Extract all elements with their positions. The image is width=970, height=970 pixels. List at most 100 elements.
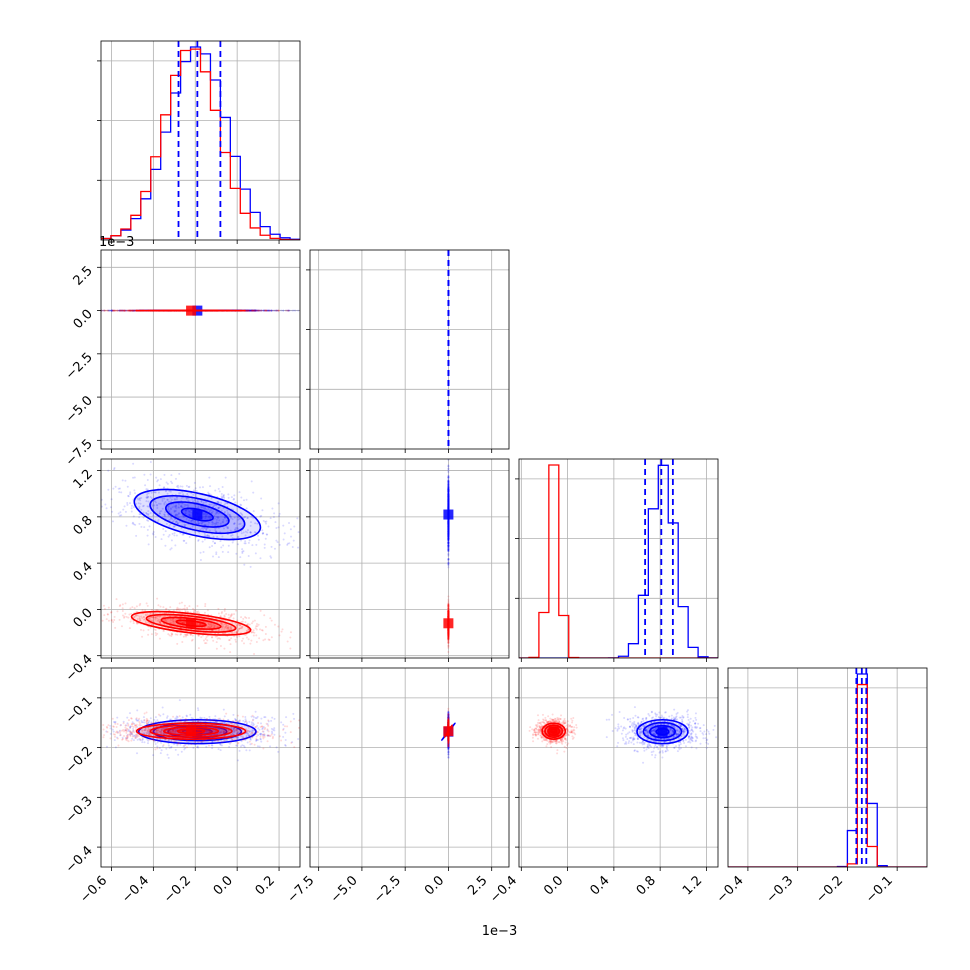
scatter-point-blue	[225, 525, 228, 528]
scatter-point-blue	[118, 514, 121, 517]
scatter-point-blue	[153, 491, 156, 494]
scatter-point-blue	[447, 553, 450, 556]
scatter-point-red	[146, 613, 149, 616]
scatter-point-blue	[146, 534, 149, 537]
scatter-point-blue	[219, 522, 222, 525]
scatter-point-blue	[131, 309, 134, 312]
scatter-point-blue	[124, 479, 127, 482]
scatter-point-red	[146, 604, 149, 607]
scatter-point-red	[184, 621, 187, 624]
scatter-point-blue	[216, 517, 219, 520]
scatter-point-red	[176, 608, 179, 611]
scatter-point-red	[244, 634, 247, 637]
scatter-point-blue	[260, 309, 263, 312]
scatter-point-blue	[142, 516, 145, 519]
scatter-point-red	[129, 309, 132, 312]
scatter-point-red	[229, 627, 232, 630]
scatter-point-red	[156, 617, 159, 620]
scatter-point-red	[230, 631, 233, 634]
scatter-point-blue	[270, 309, 273, 312]
scatter-point-blue	[185, 517, 188, 520]
scatter-point-blue	[205, 528, 208, 531]
scatter-point-blue	[211, 521, 214, 524]
scatter-point-blue	[178, 472, 181, 475]
scatter-point-blue	[278, 543, 281, 546]
scatter-point-blue	[222, 544, 225, 547]
scatter-point-blue	[149, 473, 152, 476]
scatter-point-blue	[263, 546, 266, 549]
scatter-point-blue	[219, 502, 222, 505]
scatter-point-red	[259, 309, 262, 312]
scatter-point-blue	[207, 508, 210, 511]
scatter-point-blue	[447, 564, 450, 567]
scatter-point-blue	[292, 539, 295, 542]
scatter-point-blue	[132, 462, 135, 465]
scatter-point-blue	[207, 491, 210, 494]
scatter-point-red	[159, 621, 162, 624]
scatter-point-blue	[240, 496, 243, 499]
scatter-point-blue	[240, 513, 243, 516]
scatter-point-blue	[274, 309, 277, 312]
scatter-point-blue	[95, 310, 97, 312]
scatter-point-red	[71, 310, 73, 312]
scatter-point-blue	[197, 539, 200, 542]
scatter-point-blue	[252, 491, 255, 494]
scatter-point-red	[169, 621, 172, 624]
scatter-point-red	[113, 309, 116, 312]
scatter-point-blue	[239, 512, 242, 515]
scatter-point-blue	[170, 547, 173, 550]
scatter-point-blue	[246, 517, 249, 520]
scatter-point-red	[130, 309, 133, 312]
scatter-point-blue	[258, 309, 261, 312]
scatter-point-red	[179, 633, 182, 636]
scatter-point-blue	[165, 522, 168, 525]
scatter-point-blue	[207, 534, 210, 537]
scatter-point-red	[447, 638, 450, 641]
scatter-point-red	[250, 639, 253, 642]
scatter-point-blue	[117, 309, 120, 312]
scatter-point-red	[447, 638, 450, 641]
scatter-point-blue	[276, 309, 279, 312]
scatter-point-blue	[211, 521, 214, 524]
scatter-point-blue	[447, 553, 450, 556]
scatter-point-red	[264, 309, 267, 312]
scatter-point-blue	[271, 507, 274, 510]
scatter-point-red	[193, 609, 196, 612]
scatter-point-blue	[208, 503, 211, 506]
scatter-point-red	[131, 606, 134, 609]
scatter-point-red	[447, 595, 450, 598]
scatter-point-blue	[447, 481, 450, 484]
scatter-point-blue	[215, 551, 218, 554]
scatter-point-blue	[170, 498, 173, 501]
scatter-point-red	[447, 635, 450, 638]
scatter-point-red	[219, 644, 222, 647]
scatter-point-blue	[447, 486, 450, 489]
scatter-point-blue	[246, 531, 249, 534]
scatter-point-blue	[218, 506, 221, 509]
scatter-point-blue	[183, 539, 186, 542]
scatter-point-blue	[154, 501, 157, 504]
scatter-point-red	[138, 604, 141, 607]
scatter-point-blue	[170, 480, 173, 483]
scatter-point-blue	[147, 513, 150, 516]
scatter-point-blue	[171, 532, 174, 535]
scatter-point-blue	[177, 513, 180, 516]
scatter-point-blue	[230, 517, 233, 520]
scatter-point-blue	[167, 500, 170, 503]
scatter-point-red	[150, 608, 153, 611]
scatter-point-blue	[447, 545, 450, 548]
scatter-point-red	[119, 309, 122, 312]
scatter-point-red	[129, 620, 132, 623]
scatter-point-red	[143, 618, 146, 621]
scatter-point-blue	[192, 489, 195, 492]
scatter-point-blue	[447, 539, 450, 542]
scatter-point-red	[447, 644, 450, 647]
scatter-point-blue	[181, 506, 184, 509]
scatter-point-red	[112, 309, 115, 312]
scatter-point-red	[162, 630, 165, 633]
scatter-point-red	[120, 309, 123, 312]
scatter-point-blue	[269, 555, 272, 558]
scatter-point-blue	[303, 550, 305, 552]
scatter-point-red	[180, 601, 183, 604]
scatter-point-red	[247, 628, 250, 631]
